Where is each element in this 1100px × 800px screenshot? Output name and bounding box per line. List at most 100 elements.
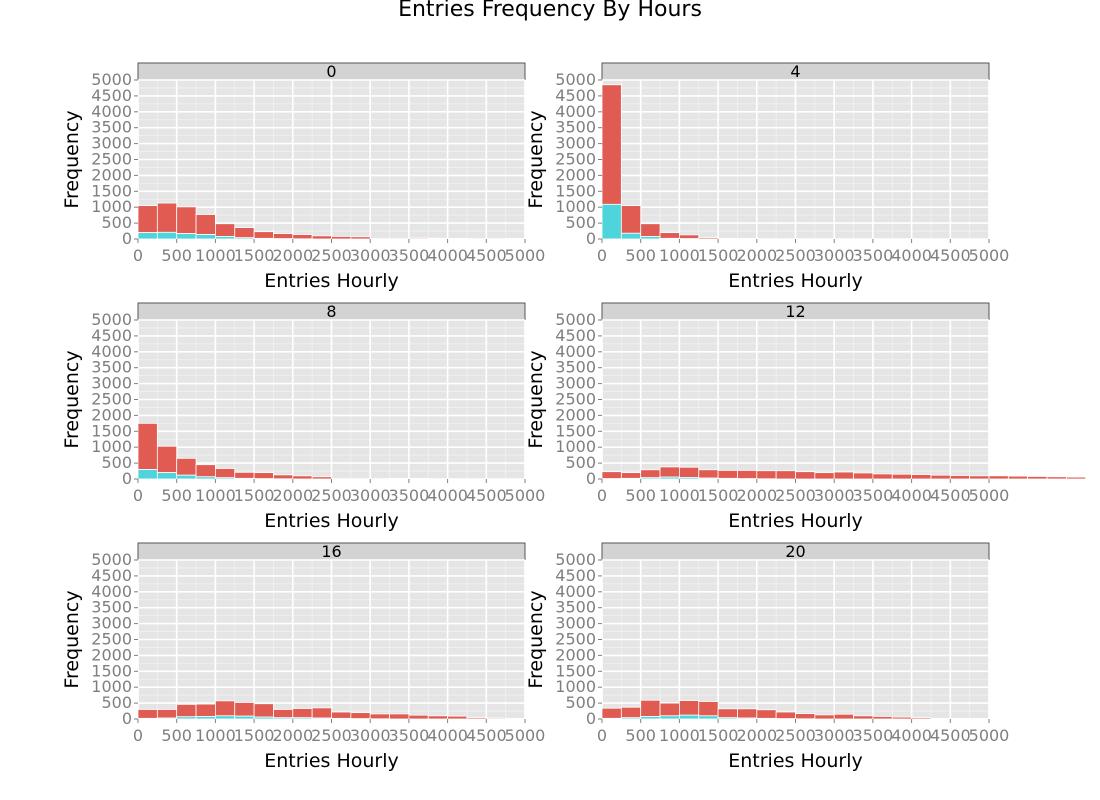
bar-red xyxy=(853,472,874,480)
bar-red xyxy=(234,471,255,479)
bar-red xyxy=(949,717,971,720)
x-tick-label: 2500 xyxy=(775,726,816,745)
x-tick-label: 2500 xyxy=(311,486,352,505)
bar-cyan xyxy=(292,717,313,720)
x-tick-label: 3000 xyxy=(350,246,391,265)
y-tick-label: 4000 xyxy=(555,342,596,361)
y-tick-label: 4500 xyxy=(91,86,132,105)
bar-cyan xyxy=(620,232,642,240)
y-tick-label: 5000 xyxy=(555,70,596,89)
y-tick-label: 1000 xyxy=(91,437,132,456)
bar-red xyxy=(775,711,796,720)
bar-red xyxy=(679,466,700,478)
x-axis-label: Entries Hourly xyxy=(264,270,399,292)
bar-red xyxy=(389,713,410,720)
y-tick-label: 5000 xyxy=(555,550,596,569)
bar-cyan xyxy=(156,717,178,720)
x-tick-label: 3500 xyxy=(853,486,894,505)
bar-red xyxy=(195,703,216,717)
bar-red xyxy=(872,716,893,720)
x-tick-label: 1500 xyxy=(234,726,275,745)
y-tick-label: 2000 xyxy=(555,165,596,184)
x-axis-label: Entries Hourly xyxy=(728,750,863,772)
x-tick-label: 4000 xyxy=(427,726,468,745)
y-tick-label: 4500 xyxy=(91,326,132,345)
bar-cyan xyxy=(195,234,216,240)
y-tick-label: 1500 xyxy=(91,661,132,680)
bar-red xyxy=(872,473,893,480)
bar-red xyxy=(1007,475,1029,480)
bar-red xyxy=(698,237,719,240)
y-tick-label: 1500 xyxy=(91,421,132,440)
bar-cyan xyxy=(620,717,642,720)
bar-cyan xyxy=(679,477,700,480)
bar-cyan xyxy=(640,236,661,240)
bar-red xyxy=(505,237,526,240)
bar-red xyxy=(350,712,371,720)
x-tick-label: 4500 xyxy=(466,246,507,265)
y-tick-label: 2500 xyxy=(555,150,596,169)
y-tick-label: 2500 xyxy=(91,150,132,169)
x-tick-label: 4000 xyxy=(891,246,932,265)
y-tick-label: 2500 xyxy=(555,630,596,649)
bar-red xyxy=(253,231,274,239)
x-tick-label: 1500 xyxy=(698,246,739,265)
bar-red xyxy=(234,702,255,717)
x-tick-label: 1000 xyxy=(659,246,700,265)
bar-cyan xyxy=(640,477,661,480)
y-tick-label: 2000 xyxy=(91,165,132,184)
bar-red xyxy=(311,235,332,240)
bar-red xyxy=(195,464,216,478)
x-tick-label: 2500 xyxy=(311,726,352,745)
bar-cyan xyxy=(659,476,680,480)
y-tick-label: 3500 xyxy=(91,358,132,377)
bar-red xyxy=(679,700,700,716)
bar-red xyxy=(833,471,854,480)
x-tick-label: 4500 xyxy=(930,726,971,745)
bar-red xyxy=(156,202,178,233)
y-tick-label: 2500 xyxy=(91,390,132,409)
y-tick-label: 5000 xyxy=(555,310,596,329)
x-tick-label: 2000 xyxy=(736,246,777,265)
bar-cyan xyxy=(156,231,178,240)
bar-red xyxy=(214,700,236,717)
bar-red xyxy=(311,707,332,719)
y-tick-label: 3000 xyxy=(91,614,132,633)
bar-red xyxy=(930,717,951,720)
bar-red xyxy=(795,713,816,720)
bar-red xyxy=(137,422,158,470)
x-tick-label: 0 xyxy=(133,246,143,265)
bar-cyan xyxy=(601,203,622,240)
bar-red xyxy=(620,205,642,234)
x-tick-label: 2500 xyxy=(775,486,816,505)
y-axis-label: Frequency xyxy=(61,110,83,208)
x-tick-label: 1000 xyxy=(195,726,236,745)
y-tick-label: 1500 xyxy=(91,181,132,200)
y-tick-label: 4000 xyxy=(555,582,596,601)
y-tick-label: 3000 xyxy=(91,134,132,153)
bar-cyan xyxy=(756,717,777,720)
y-tick-label: 1500 xyxy=(555,181,596,200)
bar-red xyxy=(698,469,719,479)
y-tick-label: 4000 xyxy=(555,102,596,121)
bar-cyan xyxy=(659,715,680,720)
bar-red xyxy=(389,477,410,480)
y-tick-label: 1000 xyxy=(91,677,132,696)
bar-red xyxy=(814,472,835,480)
facet-label: 20 xyxy=(785,542,805,561)
bar-red xyxy=(214,223,236,237)
bar-red xyxy=(1027,476,1048,480)
x-tick-label: 3000 xyxy=(350,726,391,745)
bar-red xyxy=(505,717,526,720)
bar-red xyxy=(1007,717,1029,720)
bar-cyan xyxy=(234,715,255,720)
bar-cyan xyxy=(195,716,216,720)
x-tick-label: 1000 xyxy=(195,246,236,265)
bar-red xyxy=(214,468,236,479)
y-tick-label: 1000 xyxy=(555,677,596,696)
x-tick-label: 3000 xyxy=(814,486,855,505)
x-tick-label: 0 xyxy=(597,486,607,505)
bar-red xyxy=(679,234,700,240)
x-tick-label: 4000 xyxy=(427,486,468,505)
bar-red xyxy=(640,699,661,717)
